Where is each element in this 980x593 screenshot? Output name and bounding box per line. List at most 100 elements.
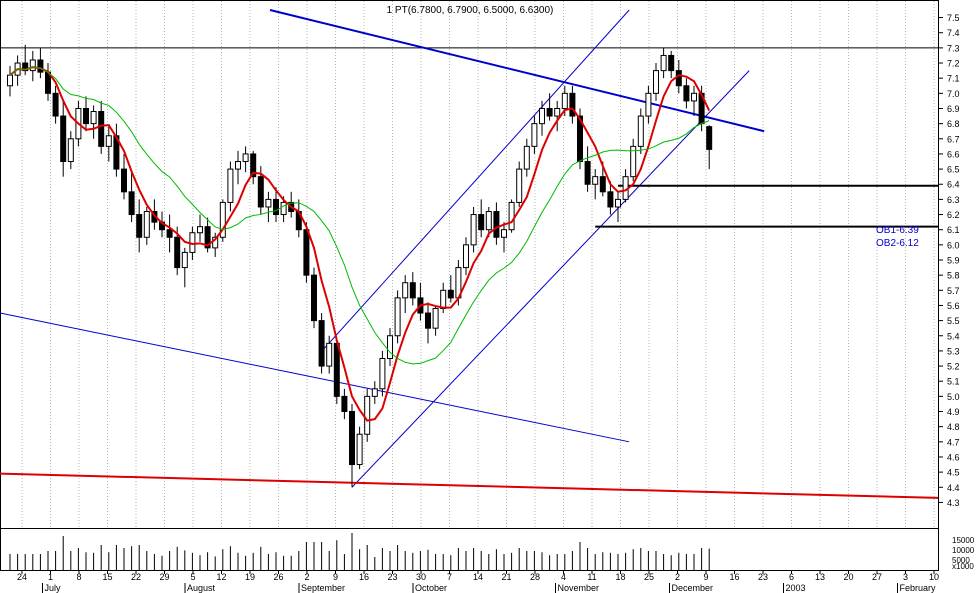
price-tick-label: 4.8 xyxy=(947,422,960,432)
candle-body xyxy=(204,226,211,249)
day-tick-label: 20 xyxy=(843,572,853,582)
candle-body xyxy=(105,135,112,147)
chart-title: 1 PT(6.7800, 6.7900, 6.5000, 6.6300) xyxy=(387,5,554,16)
candle-body xyxy=(561,92,568,109)
candle-body xyxy=(265,198,272,208)
candle-body xyxy=(554,107,561,117)
price-tick-label: 4.3 xyxy=(947,498,960,508)
price-tick-label: 4.7 xyxy=(947,437,960,447)
candle-body xyxy=(607,191,614,208)
price-tick-label: 7.1 xyxy=(947,74,960,84)
candle-body xyxy=(683,85,690,102)
candle-body xyxy=(98,111,105,147)
price-tick-label: 5.3 xyxy=(947,346,960,356)
candle-body xyxy=(311,274,317,322)
candle-body xyxy=(440,289,447,309)
candle-body xyxy=(501,229,507,238)
day-tick-label: 2 xyxy=(304,572,309,582)
downtrend-channel-lower xyxy=(0,312,630,443)
price-tick-label: 4.5 xyxy=(947,468,960,478)
price-tick-label: 5.4 xyxy=(947,331,960,341)
day-tick-label: 16 xyxy=(359,572,369,582)
candle-body xyxy=(356,433,363,466)
price-tick-label: 5.0 xyxy=(947,392,960,402)
day-tick-label: 1 xyxy=(48,572,53,582)
day-tick-label: 4 xyxy=(561,572,566,582)
candle-body xyxy=(546,107,553,117)
day-tick-label: 9 xyxy=(333,572,338,582)
candle-body xyxy=(387,335,393,359)
candle-body xyxy=(67,138,74,163)
candle-body xyxy=(371,388,378,397)
day-tick-label: 9 xyxy=(703,572,708,582)
volume-tick-label: x1000 xyxy=(952,562,974,571)
candle-body xyxy=(508,201,515,231)
price-tick-label: 6.3 xyxy=(947,195,960,205)
candle-body xyxy=(463,244,469,269)
trend-lines xyxy=(0,9,939,499)
candle-body xyxy=(485,211,492,231)
month-label: 2003 xyxy=(786,583,806,593)
candle-body xyxy=(660,54,667,72)
candle-body xyxy=(402,282,409,299)
candle-body xyxy=(60,115,67,163)
candle-body xyxy=(52,92,59,117)
candle-body xyxy=(227,168,234,203)
candle-body xyxy=(668,54,675,72)
price-tick-label: 6.7 xyxy=(947,134,960,144)
candle-body xyxy=(394,297,401,337)
candle-body xyxy=(29,59,36,72)
candle-body xyxy=(174,236,181,269)
day-tick-label: 22 xyxy=(131,572,141,582)
price-tick-label: 7.0 xyxy=(947,89,960,99)
price-tick-label: 4.4 xyxy=(947,483,960,493)
candle-body xyxy=(691,92,697,102)
price-tick-label: 7.5 xyxy=(947,13,960,23)
price-tick-label: 5.7 xyxy=(947,286,960,296)
day-tick-label: 23 xyxy=(758,572,768,582)
price-tick-label: 5.6 xyxy=(947,301,960,311)
month-label: August xyxy=(187,583,216,593)
candle-body xyxy=(493,211,500,238)
candle-body xyxy=(478,214,485,231)
candle-body xyxy=(523,145,530,170)
day-tick-label: 19 xyxy=(245,572,255,582)
volume-frame xyxy=(0,528,939,571)
price-tick-label: 6.1 xyxy=(947,225,960,235)
day-tick-label: 16 xyxy=(729,572,739,582)
candle-body xyxy=(250,153,257,178)
price-tick-label: 6.4 xyxy=(947,180,960,190)
candle-body xyxy=(379,357,386,390)
day-tick-label: 26 xyxy=(273,572,283,582)
day-tick-label: 5 xyxy=(190,572,195,582)
candle-body xyxy=(219,201,226,238)
day-tick-label: 3 xyxy=(903,572,908,582)
price-tick-label: 6.0 xyxy=(947,240,960,250)
price-axis: 7.5 7.4 7.3 7.2 7.1 7.0 6.9 6.8 6.7 6.6 6.5 6.4 6.3 6… xyxy=(938,13,960,508)
candles xyxy=(7,44,713,488)
day-tick-label: 28 xyxy=(530,572,540,582)
month-label: December xyxy=(672,583,714,593)
long-term-support-line xyxy=(0,472,939,499)
candle-body xyxy=(121,168,127,193)
price-tick-label: 7.3 xyxy=(947,43,960,53)
day-tick-label: 7 xyxy=(447,572,452,582)
candle-body xyxy=(341,395,348,413)
day-tick-label: 27 xyxy=(872,572,882,582)
candle-body xyxy=(630,145,637,178)
price-tick-label: 6.5 xyxy=(947,165,960,175)
candle-body xyxy=(143,211,150,238)
candle-body xyxy=(569,92,576,117)
annotation-ob2: OB2-6.12 xyxy=(876,238,919,249)
candle-body xyxy=(425,312,431,329)
candle-body xyxy=(136,214,143,238)
day-tick-label: 10 xyxy=(929,572,939,582)
candle-body xyxy=(432,307,439,329)
candle-body xyxy=(470,214,477,246)
day-tick-label: 14 xyxy=(473,572,483,582)
candle-body xyxy=(615,198,621,208)
day-tick-label: 15 xyxy=(102,572,112,582)
day-tick-label: 13 xyxy=(815,572,825,582)
